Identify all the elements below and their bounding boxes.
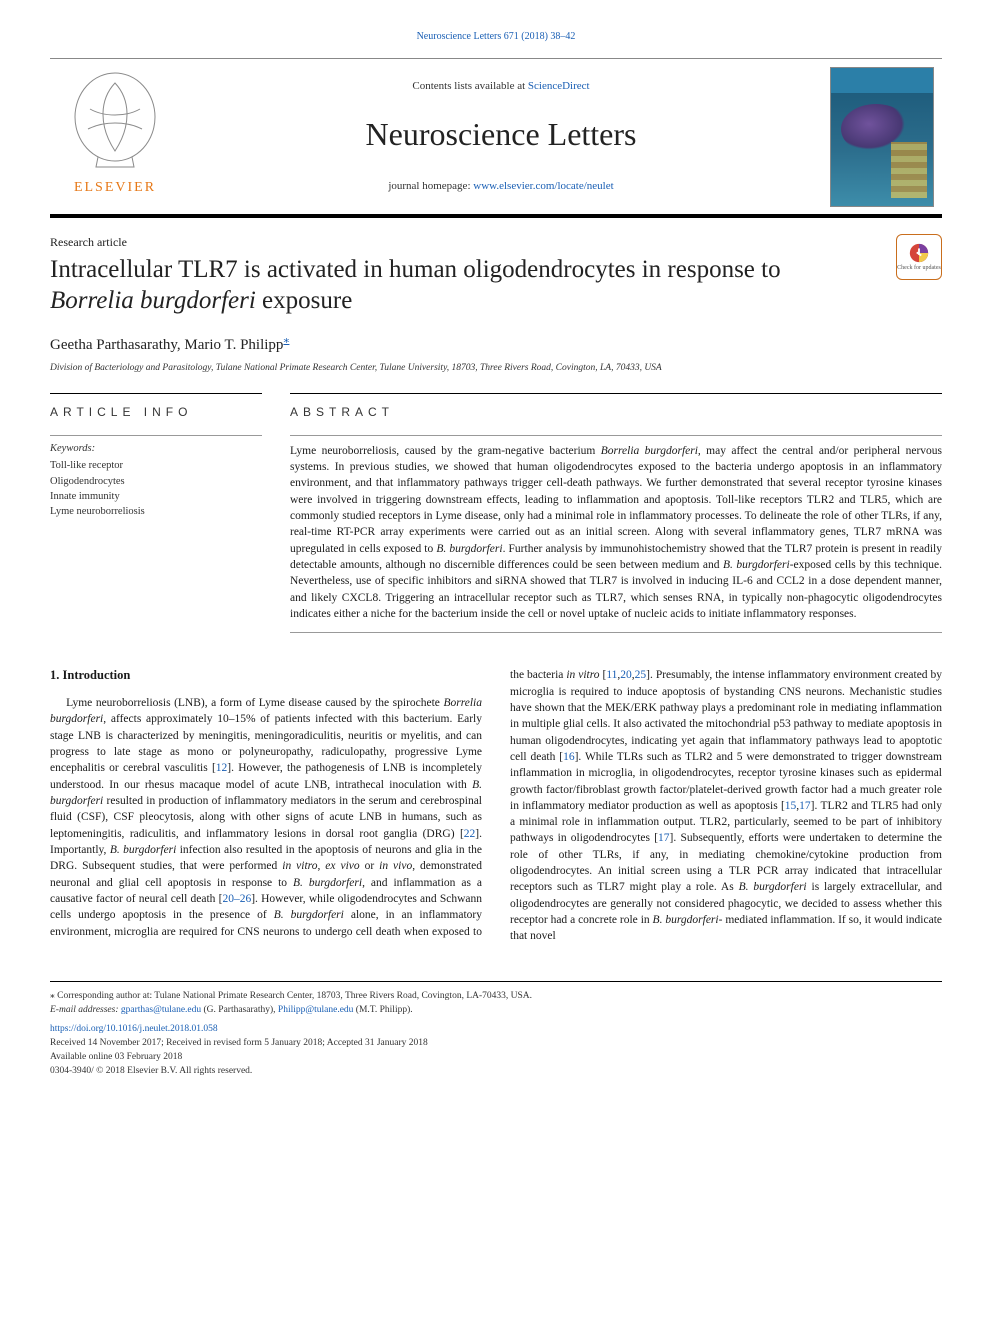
journal-name: Neuroscience Letters — [180, 112, 822, 157]
ref-link[interactable]: 16 — [563, 751, 575, 763]
body-italic: B. burgdorferi — [274, 909, 344, 921]
body-two-column: 1. Introduction Lyme neuroborreliosis (L… — [50, 667, 942, 945]
abs-text: Lyme neuroborreliosis, caused by the gra… — [290, 445, 601, 457]
journal-cover-thumbnail — [830, 67, 934, 207]
cover-thumb-cell — [822, 59, 942, 214]
abs-italic: B. burgdorferi — [436, 543, 502, 555]
author-email-link[interactable]: gparthas@tulane.edu — [121, 1005, 201, 1015]
body-text: or — [360, 860, 380, 872]
keywords-list: Toll-like receptor Oligodendrocytes Inna… — [50, 458, 262, 519]
svg-text:ELSEVIER: ELSEVIER — [74, 180, 156, 195]
corresponding-note: ⁎ Corresponding author at: Tulane Nation… — [50, 990, 942, 1004]
ref-link[interactable]: 12 — [216, 762, 228, 774]
homepage-link[interactable]: www.elsevier.com/locate/neulet — [473, 180, 613, 192]
title-italic: Borrelia burgdorferi — [50, 287, 256, 314]
authors-line: Geetha Parthasarathy, Mario T. Philipp⁎ — [50, 331, 942, 356]
body-italic: in vitro — [566, 669, 599, 681]
article-title: Intracellular TLR7 is activated in human… — [50, 254, 870, 317]
body-text: resulted in production of inflammatory m… — [50, 795, 482, 840]
email-who: (M.T. Philipp). — [353, 1005, 412, 1015]
author-email-link[interactable]: Philipp@tulane.edu — [278, 1005, 354, 1015]
body-italic: ex vivo — [325, 860, 359, 872]
check-updates-label: Check for updates — [897, 265, 941, 272]
article-info-head: ARTICLE INFO — [50, 393, 262, 421]
available-online-line: Available online 03 February 2018 — [50, 1051, 942, 1065]
sciencedirect-link[interactable]: ScienceDirect — [528, 80, 590, 92]
publisher-logo-cell: ELSEVIER — [50, 59, 180, 214]
body-italic: B. burgdorferi — [110, 844, 177, 856]
email-who: (G. Parthasarathy), — [201, 1005, 278, 1015]
intro-paragraph: Lyme neuroborreliosis (LNB), a form of L… — [50, 667, 942, 945]
ref-link[interactable]: 11 — [606, 669, 617, 681]
authors-names: Geetha Parthasarathy, Mario T. Philipp — [50, 337, 283, 353]
abs-italic: B. burgdorferi — [723, 559, 790, 571]
article-type: Research article — [50, 234, 127, 251]
ref-link[interactable]: 25 — [635, 669, 647, 681]
contents-prefix: Contents lists available at — [412, 80, 527, 92]
body-italic: in vitro — [282, 860, 317, 872]
elsevier-logo: ELSEVIER — [60, 69, 170, 204]
body-italic: in vivo — [379, 860, 412, 872]
ref-link[interactable]: 22 — [464, 828, 476, 840]
body-italic: B. burgdorferi — [293, 877, 362, 889]
body-italic: B. burgdorferi- — [653, 914, 723, 926]
corresponding-author-mark[interactable]: ⁎ — [283, 332, 289, 346]
check-updates-icon — [908, 242, 930, 264]
body-italic: B. burgdorferi — [739, 881, 807, 893]
keyword-item: Lyme neuroborreliosis — [50, 504, 262, 519]
copyright-line: 0304-3940/ © 2018 Elsevier B.V. All righ… — [50, 1065, 942, 1079]
email-line: E-mail addresses: gparthas@tulane.edu (G… — [50, 1004, 942, 1018]
footer-block: ⁎ Corresponding author at: Tulane Nation… — [50, 981, 942, 1079]
ref-link[interactable]: 17 — [658, 832, 670, 844]
affiliation: Division of Bacteriology and Parasitolog… — [50, 362, 942, 375]
article-info-column: ARTICLE INFO Keywords: Toll-like recepto… — [50, 393, 262, 633]
title-text-b: exposure — [256, 287, 353, 314]
ref-link[interactable]: 17 — [799, 800, 811, 812]
title-text-a: Intracellular TLR7 is activated in human… — [50, 256, 781, 283]
email-label: E-mail addresses: — [50, 1005, 121, 1015]
ref-link[interactable]: 15 — [785, 800, 797, 812]
abs-text: may affect the central and/or peripheral… — [290, 445, 942, 555]
ref-link[interactable]: 20–26 — [222, 893, 251, 905]
body-text: ]. Presumably, the intense inflammatory … — [510, 669, 942, 763]
body-text: Lyme neuroborreliosis (LNB), a form of L… — [66, 697, 443, 709]
homepage-prefix: journal homepage: — [388, 180, 473, 192]
keyword-item: Innate immunity — [50, 489, 262, 504]
keywords-label: Keywords: — [50, 435, 262, 457]
running-head: Neuroscience Letters 671 (2018) 38–42 — [50, 30, 942, 44]
intro-heading: 1. Introduction — [50, 667, 482, 685]
abstract-head: ABSTRACT — [290, 393, 942, 421]
check-for-updates-badge[interactable]: Check for updates — [896, 234, 942, 280]
abstract-body: Lyme neuroborreliosis, caused by the gra… — [290, 435, 942, 634]
journal-homepage-line: journal homepage: www.elsevier.com/locat… — [180, 179, 822, 194]
keyword-item: Oligodendrocytes — [50, 474, 262, 489]
history-line: Received 14 November 2017; Received in r… — [50, 1037, 942, 1051]
abstract-column: ABSTRACT Lyme neuroborreliosis, caused b… — [290, 393, 942, 633]
contents-available-line: Contents lists available at ScienceDirec… — [180, 79, 822, 94]
running-head-link[interactable]: Neuroscience Letters 671 (2018) 38–42 — [417, 31, 576, 42]
masthead: ELSEVIER Contents lists available at Sci… — [50, 58, 942, 218]
doi-line: https://doi.org/10.1016/j.neulet.2018.01… — [50, 1023, 942, 1037]
ref-link[interactable]: 20 — [620, 669, 632, 681]
keyword-item: Toll-like receptor — [50, 458, 262, 473]
masthead-center: Contents lists available at ScienceDirec… — [180, 59, 822, 214]
abs-italic: Borrelia burgdorferi, — [601, 445, 701, 457]
doi-link[interactable]: https://doi.org/10.1016/j.neulet.2018.01… — [50, 1024, 218, 1034]
